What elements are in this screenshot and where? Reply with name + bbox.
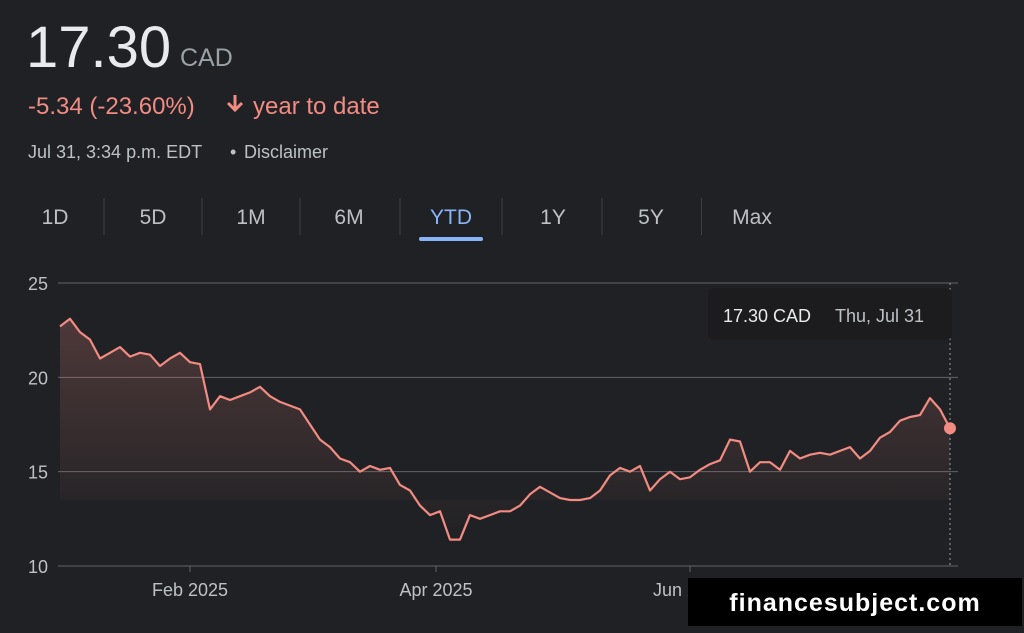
tab[interactable]: Max — [732, 206, 772, 229]
change: -5.34 (-23.60%) — [28, 93, 195, 120]
x-tick-label: Feb 2025 — [152, 580, 228, 600]
price: 17.30 — [26, 15, 171, 80]
disclaimer[interactable]: Disclaimer — [244, 142, 328, 162]
watermark-box — [688, 578, 1022, 626]
price-line — [59, 317, 951, 541]
tab[interactable]: 5D — [140, 206, 167, 229]
y-tick-label: 10 — [28, 557, 48, 577]
tab[interactable]: 6M — [334, 206, 363, 229]
tab[interactable]: 1Y — [540, 206, 566, 229]
tab-underline — [419, 237, 483, 241]
currency: CAD — [180, 44, 233, 72]
period: year to date — [253, 93, 380, 120]
y-tick-label: 15 — [28, 463, 48, 483]
area — [60, 318, 950, 540]
tab[interactable]: 5Y — [638, 206, 664, 229]
tabs: 1D 5D 1M 6M YTD 1Y 5Y Max — [42, 198, 772, 241]
tooltip-price: 17.30 CAD — [723, 306, 811, 326]
tooltip — [708, 288, 952, 340]
tab[interactable]: 1M — [236, 206, 265, 229]
y-tick-label: 20 — [28, 368, 48, 388]
watermark: financesubject.com — [729, 589, 980, 617]
x-tick-label: Apr 2025 — [399, 580, 472, 600]
down-arrow — [226, 95, 244, 113]
end-dot — [944, 422, 956, 435]
tab[interactable]: YTD — [430, 206, 472, 229]
tooltip-date: Thu, Jul 31 — [835, 306, 924, 326]
y-tick-label: 25 — [28, 274, 48, 294]
separator: • — [230, 142, 236, 162]
timestamp: Jul 31, 3:34 p.m. EDT — [28, 142, 202, 162]
tab[interactable]: 1D — [42, 206, 69, 229]
